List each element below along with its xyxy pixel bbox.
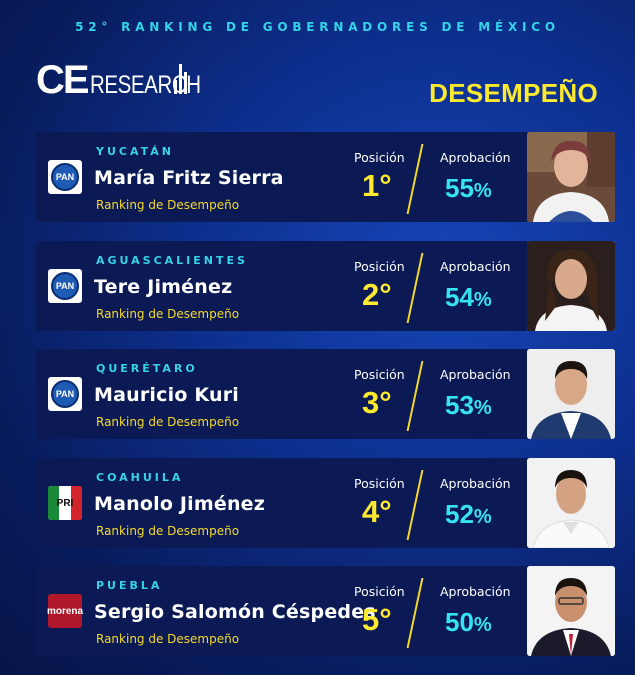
governor-photo — [527, 458, 615, 548]
governor-photo — [527, 132, 615, 222]
governor-name: Tere Jiménez — [94, 276, 233, 298]
ranking-label: Ranking de Desempeño — [96, 198, 240, 212]
position-label: Posición — [354, 584, 405, 599]
position-value: 1° — [362, 168, 392, 203]
governor-card: PAN YUCATÁN María Fritz Sierra Ranking d… — [36, 132, 615, 222]
divider — [406, 361, 424, 431]
governor-photo — [527, 241, 615, 331]
position-label: Posición — [354, 476, 405, 491]
pan-logo-icon: PAN — [48, 269, 82, 303]
state-name: COAHUILA — [96, 471, 184, 484]
governor-card: PAN QUERÉTARO Mauricio Kuri Ranking de D… — [36, 349, 615, 439]
divider — [406, 253, 424, 323]
approval-value: 55% — [445, 173, 492, 203]
approval-label: Aprobación — [440, 259, 511, 274]
approval-value: 54% — [445, 282, 492, 312]
approval-label: Aprobación — [440, 584, 511, 599]
approval-value: 53% — [445, 390, 492, 420]
position-value: 3° — [362, 385, 392, 420]
pri-logo-icon: PRI — [48, 486, 82, 520]
ranking-label: Ranking de Desempeño — [96, 524, 240, 538]
approval-label: Aprobación — [440, 150, 511, 165]
position-value: 5° — [362, 602, 392, 637]
position-value: 4° — [362, 494, 392, 529]
report-title: 52° RANKING DE GOBERNADORES DE MÉXICO — [75, 20, 560, 34]
logo-ce-text: CE — [36, 58, 90, 102]
approval-label: Aprobación — [440, 367, 511, 382]
governor-name: María Fritz Sierra — [94, 167, 284, 189]
ce-research-logo: CE RESEARCH — [36, 58, 225, 102]
logo-research-text: RESEARCH — [89, 71, 201, 99]
position-label: Posición — [354, 150, 405, 165]
governor-name: Sergio Salomón Céspedes — [94, 601, 376, 623]
logo-bars-icon — [174, 58, 188, 94]
governor-name: Manolo Jiménez — [94, 493, 266, 515]
divider — [406, 470, 424, 540]
state-name: QUERÉTARO — [96, 362, 198, 375]
governor-card: PAN AGUASCALIENTES Tere Jiménez Ranking … — [36, 241, 615, 331]
position-label: Posición — [354, 367, 405, 382]
morena-logo-icon: morena — [47, 594, 83, 628]
state-name: AGUASCALIENTES — [96, 254, 248, 267]
ranking-label: Ranking de Desempeño — [96, 632, 240, 646]
ranking-label: Ranking de Desempeño — [96, 415, 240, 429]
approval-label: Aprobación — [440, 476, 511, 491]
divider — [406, 578, 424, 648]
divider — [406, 144, 424, 214]
section-title: DESEMPEÑO — [429, 78, 598, 108]
position-value: 2° — [362, 277, 392, 312]
pan-logo-icon: PAN — [48, 160, 82, 194]
pan-logo-icon: PAN — [48, 377, 82, 411]
ranking-label: Ranking de Desempeño — [96, 307, 240, 321]
approval-value: 52% — [445, 499, 492, 529]
state-name: YUCATÁN — [96, 145, 174, 158]
governor-photo — [527, 349, 615, 439]
position-label: Posición — [354, 259, 405, 274]
state-name: PUEBLA — [96, 579, 163, 592]
governor-card: PRI COAHUILA Manolo Jiménez Ranking de D… — [36, 458, 615, 548]
governor-name: Mauricio Kuri — [94, 384, 239, 406]
governor-photo — [527, 566, 615, 656]
governor-card: morena PUEBLA Sergio Salomón Céspedes Ra… — [36, 566, 615, 656]
approval-value: 50% — [445, 607, 492, 637]
